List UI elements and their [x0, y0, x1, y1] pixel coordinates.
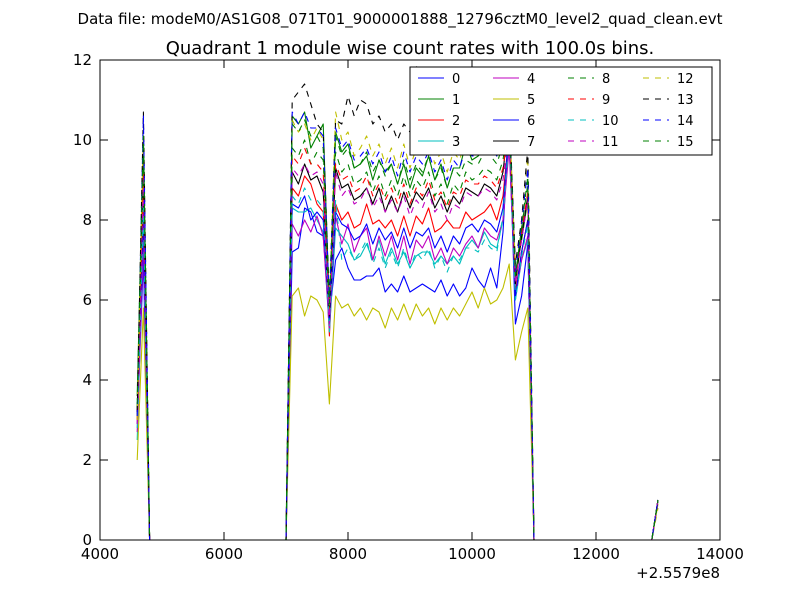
y-tick-label: 6	[82, 291, 92, 309]
series-line-6	[136, 127, 659, 541]
y-tick-label: 8	[82, 211, 92, 229]
legend-label-1: 1	[452, 93, 460, 108]
legend-label-6: 6	[527, 114, 535, 129]
x-tick-label: 6000	[205, 545, 243, 563]
x-tick-label: 14000	[696, 545, 744, 563]
series-line-9	[136, 123, 659, 541]
legend-box	[409, 66, 713, 156]
x-tick-label: 12000	[572, 545, 620, 563]
legend-label-5: 5	[527, 93, 535, 108]
series-line-12	[136, 107, 659, 541]
y-tick-label: 10	[73, 131, 92, 149]
series-line-8	[136, 115, 659, 541]
x-tick-label: 4000	[81, 545, 119, 563]
y-tick-label: 2	[82, 451, 92, 469]
series-line-14	[136, 111, 659, 541]
legend-label-3: 3	[452, 135, 460, 150]
series-line-7	[136, 115, 659, 541]
y-tick-label: 12	[73, 51, 92, 69]
y-tick-label: 0	[82, 531, 92, 549]
legend-label-7: 7	[527, 135, 535, 150]
series-line-3	[136, 139, 659, 541]
series-line-5	[136, 263, 659, 541]
legend-label-9: 9	[602, 93, 610, 108]
x-tick-label: 10000	[448, 545, 496, 563]
legend-label-11: 11	[602, 135, 619, 150]
x-tick-label: 8000	[329, 545, 367, 563]
figure-suptitle: Data file: modeM0/AS1G08_071T01_90000018…	[78, 10, 723, 29]
legend-label-8: 8	[602, 72, 610, 87]
legend-label-2: 2	[452, 114, 460, 129]
series-line-10	[136, 135, 659, 541]
x-offset-label: +2.5579e8	[636, 564, 720, 582]
legend-label-0: 0	[452, 72, 460, 87]
legend-label-12: 12	[677, 72, 694, 87]
legend-label-15: 15	[677, 135, 694, 150]
chart-title: Quadrant 1 module wise count rates with …	[166, 38, 655, 59]
series-line-11	[136, 131, 659, 541]
legend-label-10: 10	[602, 114, 619, 129]
series-line-2	[136, 131, 659, 541]
y-tick-label: 4	[82, 371, 92, 389]
legend-label-14: 14	[677, 114, 694, 129]
series-line-0	[136, 119, 659, 541]
series-line-4	[136, 147, 659, 541]
legend-label-13: 13	[677, 93, 694, 108]
legend-label-4: 4	[527, 72, 535, 87]
series-line-15	[136, 119, 659, 541]
